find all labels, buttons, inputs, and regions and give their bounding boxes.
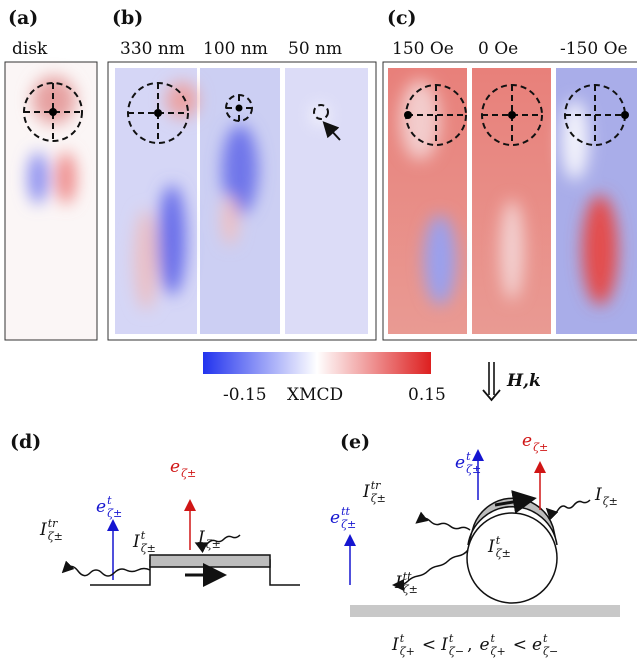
labels: (a) disk (b) 330 nm 100 nm 50 nm (c) 150…: [8, 7, 628, 453]
symbol: I: [440, 635, 448, 655]
symbol: I: [132, 532, 140, 552]
caption: -150 Oe: [560, 39, 628, 59]
schematic-e: [344, 449, 620, 617]
symbol: I: [594, 485, 602, 505]
symbol: I: [197, 528, 205, 548]
caption: 50 nm: [288, 39, 342, 59]
field-label: H,k: [506, 371, 541, 391]
caption: 330 nm: [120, 39, 185, 59]
superscript: t: [107, 494, 112, 507]
symbol: I: [362, 482, 370, 502]
operator: <: [513, 635, 527, 655]
superscript: tr: [371, 479, 381, 492]
colorbar-min: -0.15: [223, 385, 267, 405]
superscript: tr: [48, 517, 58, 530]
symbol: I: [487, 537, 495, 557]
symbol: e: [96, 497, 106, 517]
caption: 100 nm: [203, 39, 268, 59]
symbol: e: [522, 431, 532, 451]
symbol: e: [532, 635, 542, 655]
subscript: ζ±: [341, 518, 356, 531]
superscript: t: [543, 632, 548, 645]
subscript: ζ±: [48, 530, 63, 543]
symbol: I: [394, 573, 402, 593]
maps: [4, 61, 637, 402]
panel-label: (b): [112, 7, 143, 29]
subscript: ζ−: [543, 645, 558, 658]
operator: <: [422, 635, 436, 655]
superscript: t: [466, 450, 471, 463]
subscript: ζ±: [496, 547, 511, 560]
subscript: ζ±: [603, 495, 618, 508]
caption: 0 Oe: [478, 39, 518, 59]
subscript: ζ+: [491, 645, 506, 658]
superscript: t: [141, 529, 146, 542]
symbol: e: [170, 457, 180, 477]
colorbar-label: XMCD: [287, 385, 343, 405]
panel-label: (d): [10, 431, 41, 453]
symbol: I: [391, 635, 399, 655]
subscript: ζ±: [181, 467, 196, 480]
caption: disk: [12, 39, 48, 59]
subscript: ζ±: [206, 538, 221, 551]
superscript: tt: [403, 570, 412, 583]
colorbar-max: 0.15: [408, 385, 446, 405]
subscript: ζ±: [466, 463, 481, 476]
caption: 150 Oe: [392, 39, 454, 59]
panel-label: (c): [387, 7, 417, 29]
subscript: ζ−: [449, 645, 464, 658]
symbol: I: [39, 520, 47, 540]
subscript: ζ+: [400, 645, 415, 658]
superscript: t: [400, 632, 405, 645]
superscript: t: [449, 632, 454, 645]
subscript: ζ±: [371, 492, 386, 505]
panel-label: (e): [340, 431, 370, 453]
superscript: t: [491, 632, 496, 645]
subscript: ζ±: [107, 507, 122, 520]
subscript: ζ±: [403, 583, 418, 596]
symbol: e: [455, 453, 465, 473]
subscript: ζ±: [141, 542, 156, 555]
operator: ,: [467, 635, 472, 655]
panel-label: (a): [8, 7, 38, 29]
schematic-d: [61, 499, 300, 587]
subscript: ζ±: [533, 441, 548, 454]
superscript: t: [496, 534, 501, 547]
superscript: tt: [341, 505, 350, 518]
symbol: e: [479, 635, 489, 655]
symbol: e: [330, 508, 340, 528]
